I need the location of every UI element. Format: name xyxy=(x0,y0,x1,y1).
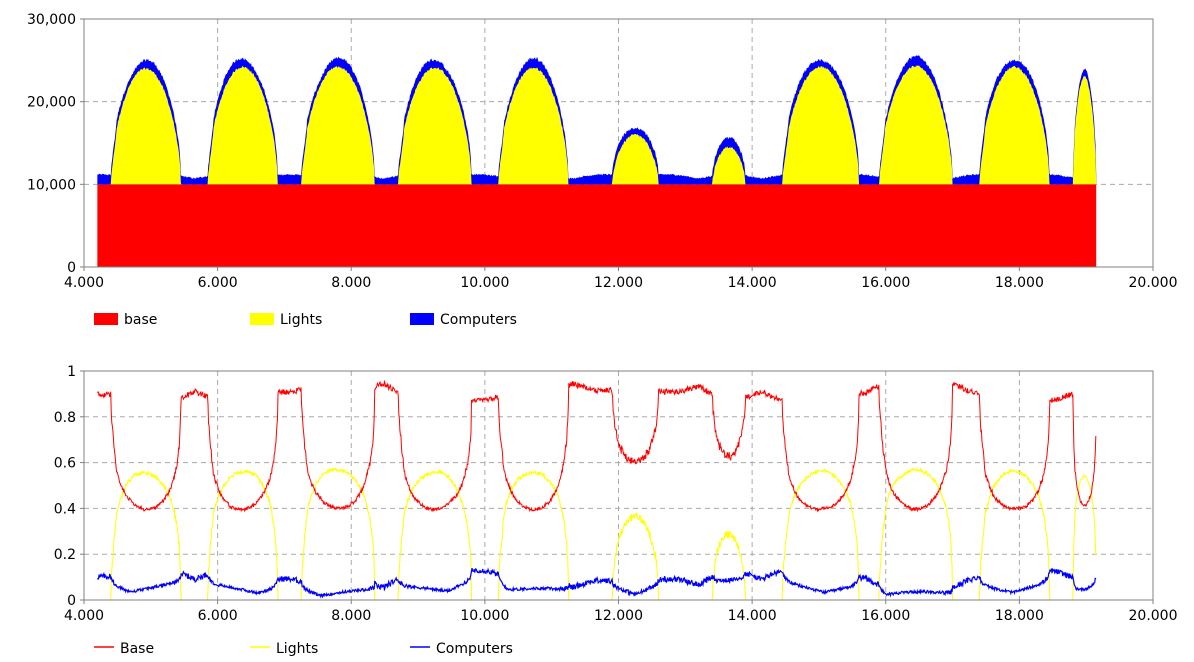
y-tick-label: 30,000 xyxy=(27,12,76,28)
y-tick-label: 0.2 xyxy=(54,547,76,563)
x-tick-label: 4.000 xyxy=(64,275,104,291)
x-tick-label: 6.000 xyxy=(198,608,238,624)
legend-label-computers: Computers xyxy=(436,641,513,657)
legend-swatch-base xyxy=(94,313,118,325)
x-tick-label: 14.000 xyxy=(728,608,777,624)
x-tick-label: 18.000 xyxy=(995,275,1044,291)
y-tick-label: 20,000 xyxy=(27,95,76,111)
x-tick-label: 8.000 xyxy=(331,608,371,624)
x-tick-label: 18.000 xyxy=(995,608,1044,624)
legend-label-base: Base xyxy=(120,641,154,657)
x-tick-label: 10.000 xyxy=(460,275,509,291)
x-tick-label: 16.000 xyxy=(861,608,910,624)
legend-swatch-lights xyxy=(250,313,274,325)
legend-label-lights: Lights xyxy=(280,312,322,328)
y-tick-label: 0 xyxy=(67,593,76,609)
area-base xyxy=(97,184,1097,267)
x-tick-label: 20.000 xyxy=(1129,608,1178,624)
legend-label-lights: Lights xyxy=(276,641,318,657)
y-tick-label: 0.6 xyxy=(54,456,76,472)
plot-area-2 xyxy=(84,371,1153,600)
x-tick-label: 20.000 xyxy=(1129,275,1178,291)
x-tick-label: 12.000 xyxy=(594,275,643,291)
y-tick-label: 10,000 xyxy=(27,177,76,193)
x-tick-label: 6.000 xyxy=(198,275,238,291)
line-computers xyxy=(96,567,1097,599)
x-tick-label: 4.000 xyxy=(64,608,104,624)
x-tick-label: 14.000 xyxy=(728,275,777,291)
y-tick-label: 0 xyxy=(67,260,76,276)
x-tick-label: 12.000 xyxy=(594,608,643,624)
legend-label-base: base xyxy=(124,312,157,328)
y-tick-label: 1 xyxy=(67,364,76,380)
legend-label-computers: Computers xyxy=(440,312,517,328)
legend-swatch-computers xyxy=(410,313,434,325)
area-lights xyxy=(97,65,1097,185)
x-tick-label: 10.000 xyxy=(460,608,509,624)
x-tick-label: 8.000 xyxy=(331,275,371,291)
y-tick-label: 0.4 xyxy=(54,501,76,517)
x-tick-label: 16.000 xyxy=(861,275,910,291)
y-tick-label: 0.8 xyxy=(54,410,76,426)
line-base xyxy=(96,379,1097,513)
